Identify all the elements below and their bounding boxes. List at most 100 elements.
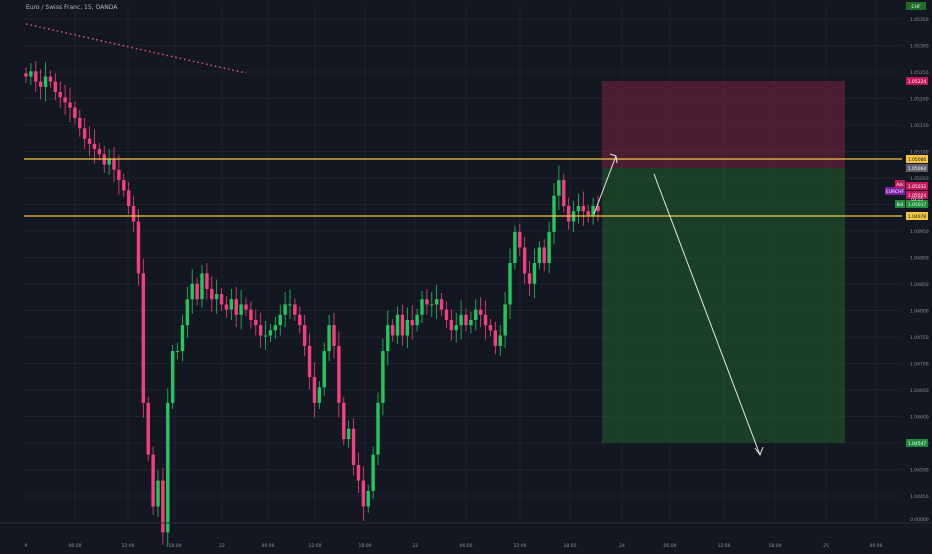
candle-body[interactable]	[522, 247, 527, 274]
candle-body[interactable]	[547, 231, 551, 263]
candle-body[interactable]	[434, 299, 439, 305]
candle-body[interactable]	[469, 319, 473, 326]
candle-body[interactable]	[195, 283, 199, 300]
candle-body[interactable]	[249, 309, 253, 320]
projection-arrow-down[interactable]	[653, 173, 761, 456]
candle-body[interactable]	[200, 273, 204, 300]
candle-body[interactable]	[405, 319, 410, 336]
candle-body[interactable]	[258, 325, 263, 336]
candle-body[interactable]	[151, 454, 155, 507]
candle-body[interactable]	[185, 299, 190, 326]
candle-body[interactable]	[566, 206, 571, 222]
candle-body[interactable]	[562, 180, 566, 207]
candle-body[interactable]	[454, 325, 458, 331]
candle-body[interactable]	[298, 314, 302, 326]
candle-body[interactable]	[317, 387, 322, 403]
candle-body[interactable]	[596, 206, 600, 212]
candle-body[interactable]	[38, 81, 43, 87]
candle-body[interactable]	[474, 309, 478, 320]
candle-body[interactable]	[425, 299, 429, 305]
candle-body[interactable]	[254, 319, 258, 326]
candle-body[interactable]	[390, 325, 395, 336]
candle-body[interactable]	[586, 211, 590, 217]
projection-arrow-up[interactable]	[593, 155, 617, 215]
candle-body[interactable]	[361, 480, 366, 507]
candle-body[interactable]	[557, 180, 561, 196]
candle-body[interactable]	[488, 325, 493, 331]
candle-body[interactable]	[210, 288, 214, 300]
candle-body[interactable]	[503, 304, 507, 336]
candle-body[interactable]	[122, 180, 126, 191]
candle-body[interactable]	[136, 221, 141, 274]
candle-body[interactable]	[224, 304, 229, 310]
candle-body[interactable]	[161, 480, 165, 533]
candle-body[interactable]	[386, 325, 390, 352]
candle-body[interactable]	[78, 117, 82, 129]
candle-body[interactable]	[537, 247, 542, 263]
candle-body[interactable]	[576, 206, 581, 212]
candle-body[interactable]	[478, 309, 483, 315]
candle-body[interactable]	[342, 402, 346, 440]
take-profit-zone[interactable]	[602, 168, 845, 443]
candle-body[interactable]	[591, 206, 595, 217]
candle-body[interactable]	[97, 149, 102, 155]
candle-body[interactable]	[205, 273, 209, 289]
candle-body[interactable]	[73, 107, 77, 118]
candle-body[interactable]	[92, 143, 97, 150]
candle-body[interactable]	[302, 325, 307, 346]
candle-body[interactable]	[527, 273, 532, 284]
candle-body[interactable]	[244, 304, 248, 310]
candle-body[interactable]	[459, 314, 463, 326]
candle-body[interactable]	[400, 314, 405, 336]
candle-body[interactable]	[493, 330, 498, 346]
candle-body[interactable]	[322, 351, 326, 388]
candle-body[interactable]	[190, 283, 194, 300]
stop-loss-zone[interactable]	[602, 81, 845, 168]
candle-body[interactable]	[107, 159, 111, 165]
candle-body[interactable]	[58, 92, 62, 98]
candle-body[interactable]	[288, 304, 292, 306]
candle-body[interactable]	[278, 314, 282, 326]
candle-body[interactable]	[214, 294, 219, 300]
candle-body[interactable]	[29, 71, 33, 77]
candle-body[interactable]	[337, 345, 341, 403]
candle-body[interactable]	[415, 314, 419, 326]
candle-body[interactable]	[410, 319, 414, 326]
candle-body[interactable]	[366, 490, 370, 507]
dotted-trend-line[interactable]	[25, 23, 247, 74]
candle-body[interactable]	[283, 304, 287, 315]
candle-body[interactable]	[219, 294, 224, 305]
candle-body[interactable]	[117, 169, 121, 181]
candle-body[interactable]	[381, 351, 385, 403]
candle-body[interactable]	[395, 314, 400, 336]
candle-body[interactable]	[146, 402, 150, 455]
candle-body[interactable]	[156, 480, 160, 507]
candle-body[interactable]	[175, 351, 180, 353]
candle-body[interactable]	[273, 325, 278, 331]
candle-body[interactable]	[229, 299, 234, 310]
candle-body[interactable]	[166, 402, 170, 533]
candle-body[interactable]	[439, 299, 444, 310]
candle-body[interactable]	[483, 314, 488, 326]
candle-body[interactable]	[581, 206, 586, 212]
candle-body[interactable]	[87, 138, 92, 144]
candle-body[interactable]	[508, 263, 512, 305]
candle-body[interactable]	[170, 351, 175, 403]
candle-body[interactable]	[307, 345, 312, 377]
candle-body[interactable]	[53, 81, 58, 93]
candle-body[interactable]	[141, 273, 146, 403]
candle-body[interactable]	[371, 454, 375, 491]
candle-body[interactable]	[34, 71, 38, 82]
candle-body[interactable]	[552, 195, 556, 232]
candle-body[interactable]	[332, 325, 336, 346]
candle-body[interactable]	[518, 231, 522, 248]
candle-body[interactable]	[464, 314, 468, 326]
candle-body[interactable]	[112, 159, 116, 170]
candle-body[interactable]	[82, 128, 87, 139]
candle-body[interactable]	[532, 263, 537, 284]
candle-body[interactable]	[131, 206, 136, 222]
candle-body[interactable]	[48, 76, 53, 82]
candle-body[interactable]	[346, 428, 351, 440]
candle-body[interactable]	[376, 402, 380, 455]
